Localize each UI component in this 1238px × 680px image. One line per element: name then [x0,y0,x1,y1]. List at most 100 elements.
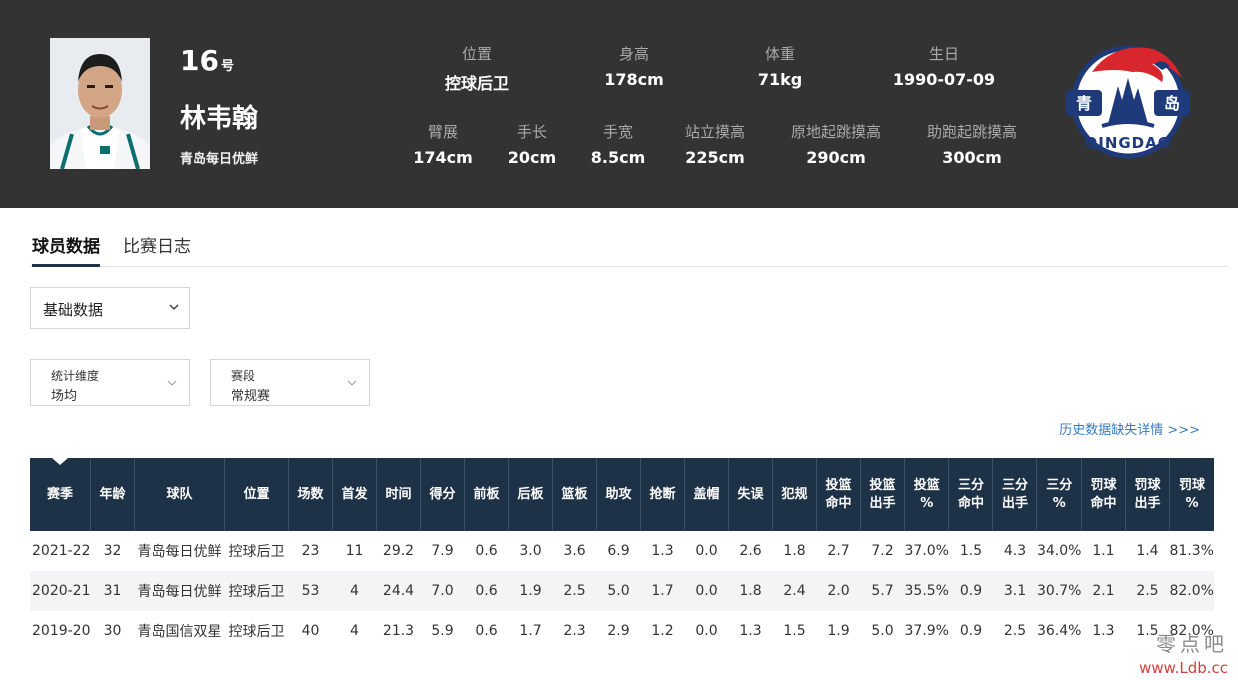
column-header[interactable]: 罚球 出手 [1125,458,1170,531]
tab-player-stats[interactable]: 球员数据 [32,232,100,267]
chevron-down-icon [347,380,357,386]
column-header[interactable]: 三分 出手 [992,458,1038,531]
stat-hand-length: 手长 20cm [508,121,556,167]
table-cell: 1.5 [959,543,983,559]
column-header[interactable]: 得分 [420,458,465,531]
table-cell: 5.9 [431,623,454,639]
table-cell: 1.9 [827,623,850,639]
logo-bottom-text: QINGDAO [1084,134,1171,152]
table-cell: 81.3% [1169,543,1214,559]
stat-standing-vertical: 原地起跳摸高 290cm [791,121,881,167]
table-cell: 2.4 [772,571,817,611]
column-header[interactable]: 投篮% [904,458,950,531]
column-header[interactable]: 盖帽 [684,458,729,531]
column-header[interactable]: 赛季 [30,458,91,531]
table-cell: 1.5 [783,623,806,639]
player-header: 16 号 林韦翰 青岛每日优鲜 位置 控球后卫 身高 178cm 体重 71kg … [0,0,1238,208]
stat-value: 174cm [413,148,473,167]
stat-value: 20cm [507,148,557,167]
table-cell: 24.4 [376,571,421,611]
column-header[interactable]: 首发 [332,458,377,531]
column-header[interactable]: 犯规 [772,458,817,531]
column-header[interactable]: 投篮 命中 [816,458,861,531]
filter-label: 赛段 [231,369,256,383]
watermark-line1: 零点吧 [1156,632,1228,656]
stat-standing-reach: 站立摸高 225cm [685,121,745,167]
table-cell: 11 [345,543,364,559]
tab-game-log[interactable]: 比赛日志 [123,237,191,257]
table-cell: 2.6 [739,543,762,559]
history-data-link[interactable]: 历史数据缺失详情 >>> [1059,423,1200,438]
table-cell: 0.0 [695,623,718,639]
table-cell: 4 [350,623,359,639]
table-cell: 5.0 [871,623,894,639]
table-cell: 3.0 [519,543,542,559]
table-cell: 7.2 [871,543,894,559]
watermark-line2: www.Ldb.cc [1139,659,1228,677]
table-cell: 2.5 [1003,623,1027,639]
stat-height: 身高 178cm [604,43,664,89]
table-cell: 3.1 [992,571,1037,611]
filter-stat-dimension[interactable]: 统计维度 场均 [30,359,190,406]
column-header[interactable]: 投篮 出手 [860,458,905,531]
column-header[interactable]: 篮板 [552,458,597,531]
table-row: 2019-20 30 青岛国信双星 控球后卫 40 4 21.3 5.9 0.6 1.7 2.3 2.… [30,611,1214,651]
chevron-down-icon [169,304,179,310]
table-cell: 2.9 [607,623,630,639]
column-header[interactable]: 三分% [1036,458,1082,531]
column-header[interactable]: 失误 [728,458,773,531]
table-cell: 控球后卫 [224,571,289,611]
table-cell: 2.0 [816,571,861,611]
table-cell: 5.0 [596,571,641,611]
column-header[interactable]: 罚球 命中 [1081,458,1126,531]
table-cell: 2020-21 [30,571,91,611]
stat-label: 体重 [764,45,796,63]
column-header[interactable]: 前板 [464,458,509,531]
sort-caret-icon [52,458,68,465]
column-header[interactable]: 助攻 [596,458,641,531]
table-cell: 0.6 [475,543,498,559]
column-header[interactable]: 罚球% [1169,458,1214,531]
table-cell: 2.5 [552,571,597,611]
column-header[interactable]: 场数 [288,458,333,531]
table-cell: 1.8 [783,543,806,559]
column-header[interactable]: 位置 [224,458,289,531]
table-cell: 0.9 [948,571,993,611]
stat-value: 178cm [604,70,664,89]
table-cell: 2.3 [563,623,586,639]
stat-position: 位置 控球后卫 [445,43,509,94]
table-cell: 0.9 [959,623,983,639]
table-cell: 0.0 [684,571,729,611]
table-cell: 1.3 [1092,623,1115,639]
table-cell: 控球后卫 [228,624,285,640]
table-cell: 0.6 [475,623,498,639]
column-header[interactable]: 三分 命中 [948,458,994,531]
table-body: 2021-22 32 青岛每日优鲜 控球后卫 23 11 29.2 7.9 0.6 3.0 3.6 6… [30,531,1214,651]
stat-label: 位置 [461,45,493,63]
table-cell: 82.0% [1169,623,1214,639]
stat-value: 290cm [806,148,866,167]
table-cell: 2.5 [1125,571,1170,611]
table-cell: 2.1 [1081,571,1126,611]
column-header[interactable]: 年龄 [90,458,135,531]
table-cell: 控球后卫 [228,544,285,560]
table-cell: 2.7 [827,543,850,559]
column-header[interactable]: 抢断 [640,458,685,531]
table-cell: 35.5% [904,571,949,611]
table-cell: 0.0 [695,543,718,559]
table-cell: 30 [103,623,122,639]
stat-label: 站立摸高 [684,123,746,141]
player-name: 林韦翰 [180,104,259,134]
table-cell: 1.5 [1136,623,1159,639]
logo-left-text: 青 [1076,94,1092,113]
column-header[interactable]: 后板 [508,458,553,531]
filter-stage[interactable]: 赛段 常规赛 [210,359,370,406]
data-type-select[interactable]: 基础数据 [30,287,190,329]
filter-value: 场均 [51,389,78,404]
stat-label: 生日 [928,45,959,63]
table-cell: 37.0% [904,543,949,559]
column-header[interactable]: 时间 [376,458,421,531]
table-cell: 青岛每日优鲜 [134,571,225,611]
table-cell: 6.9 [607,543,630,559]
column-header[interactable]: 球队 [134,458,225,531]
